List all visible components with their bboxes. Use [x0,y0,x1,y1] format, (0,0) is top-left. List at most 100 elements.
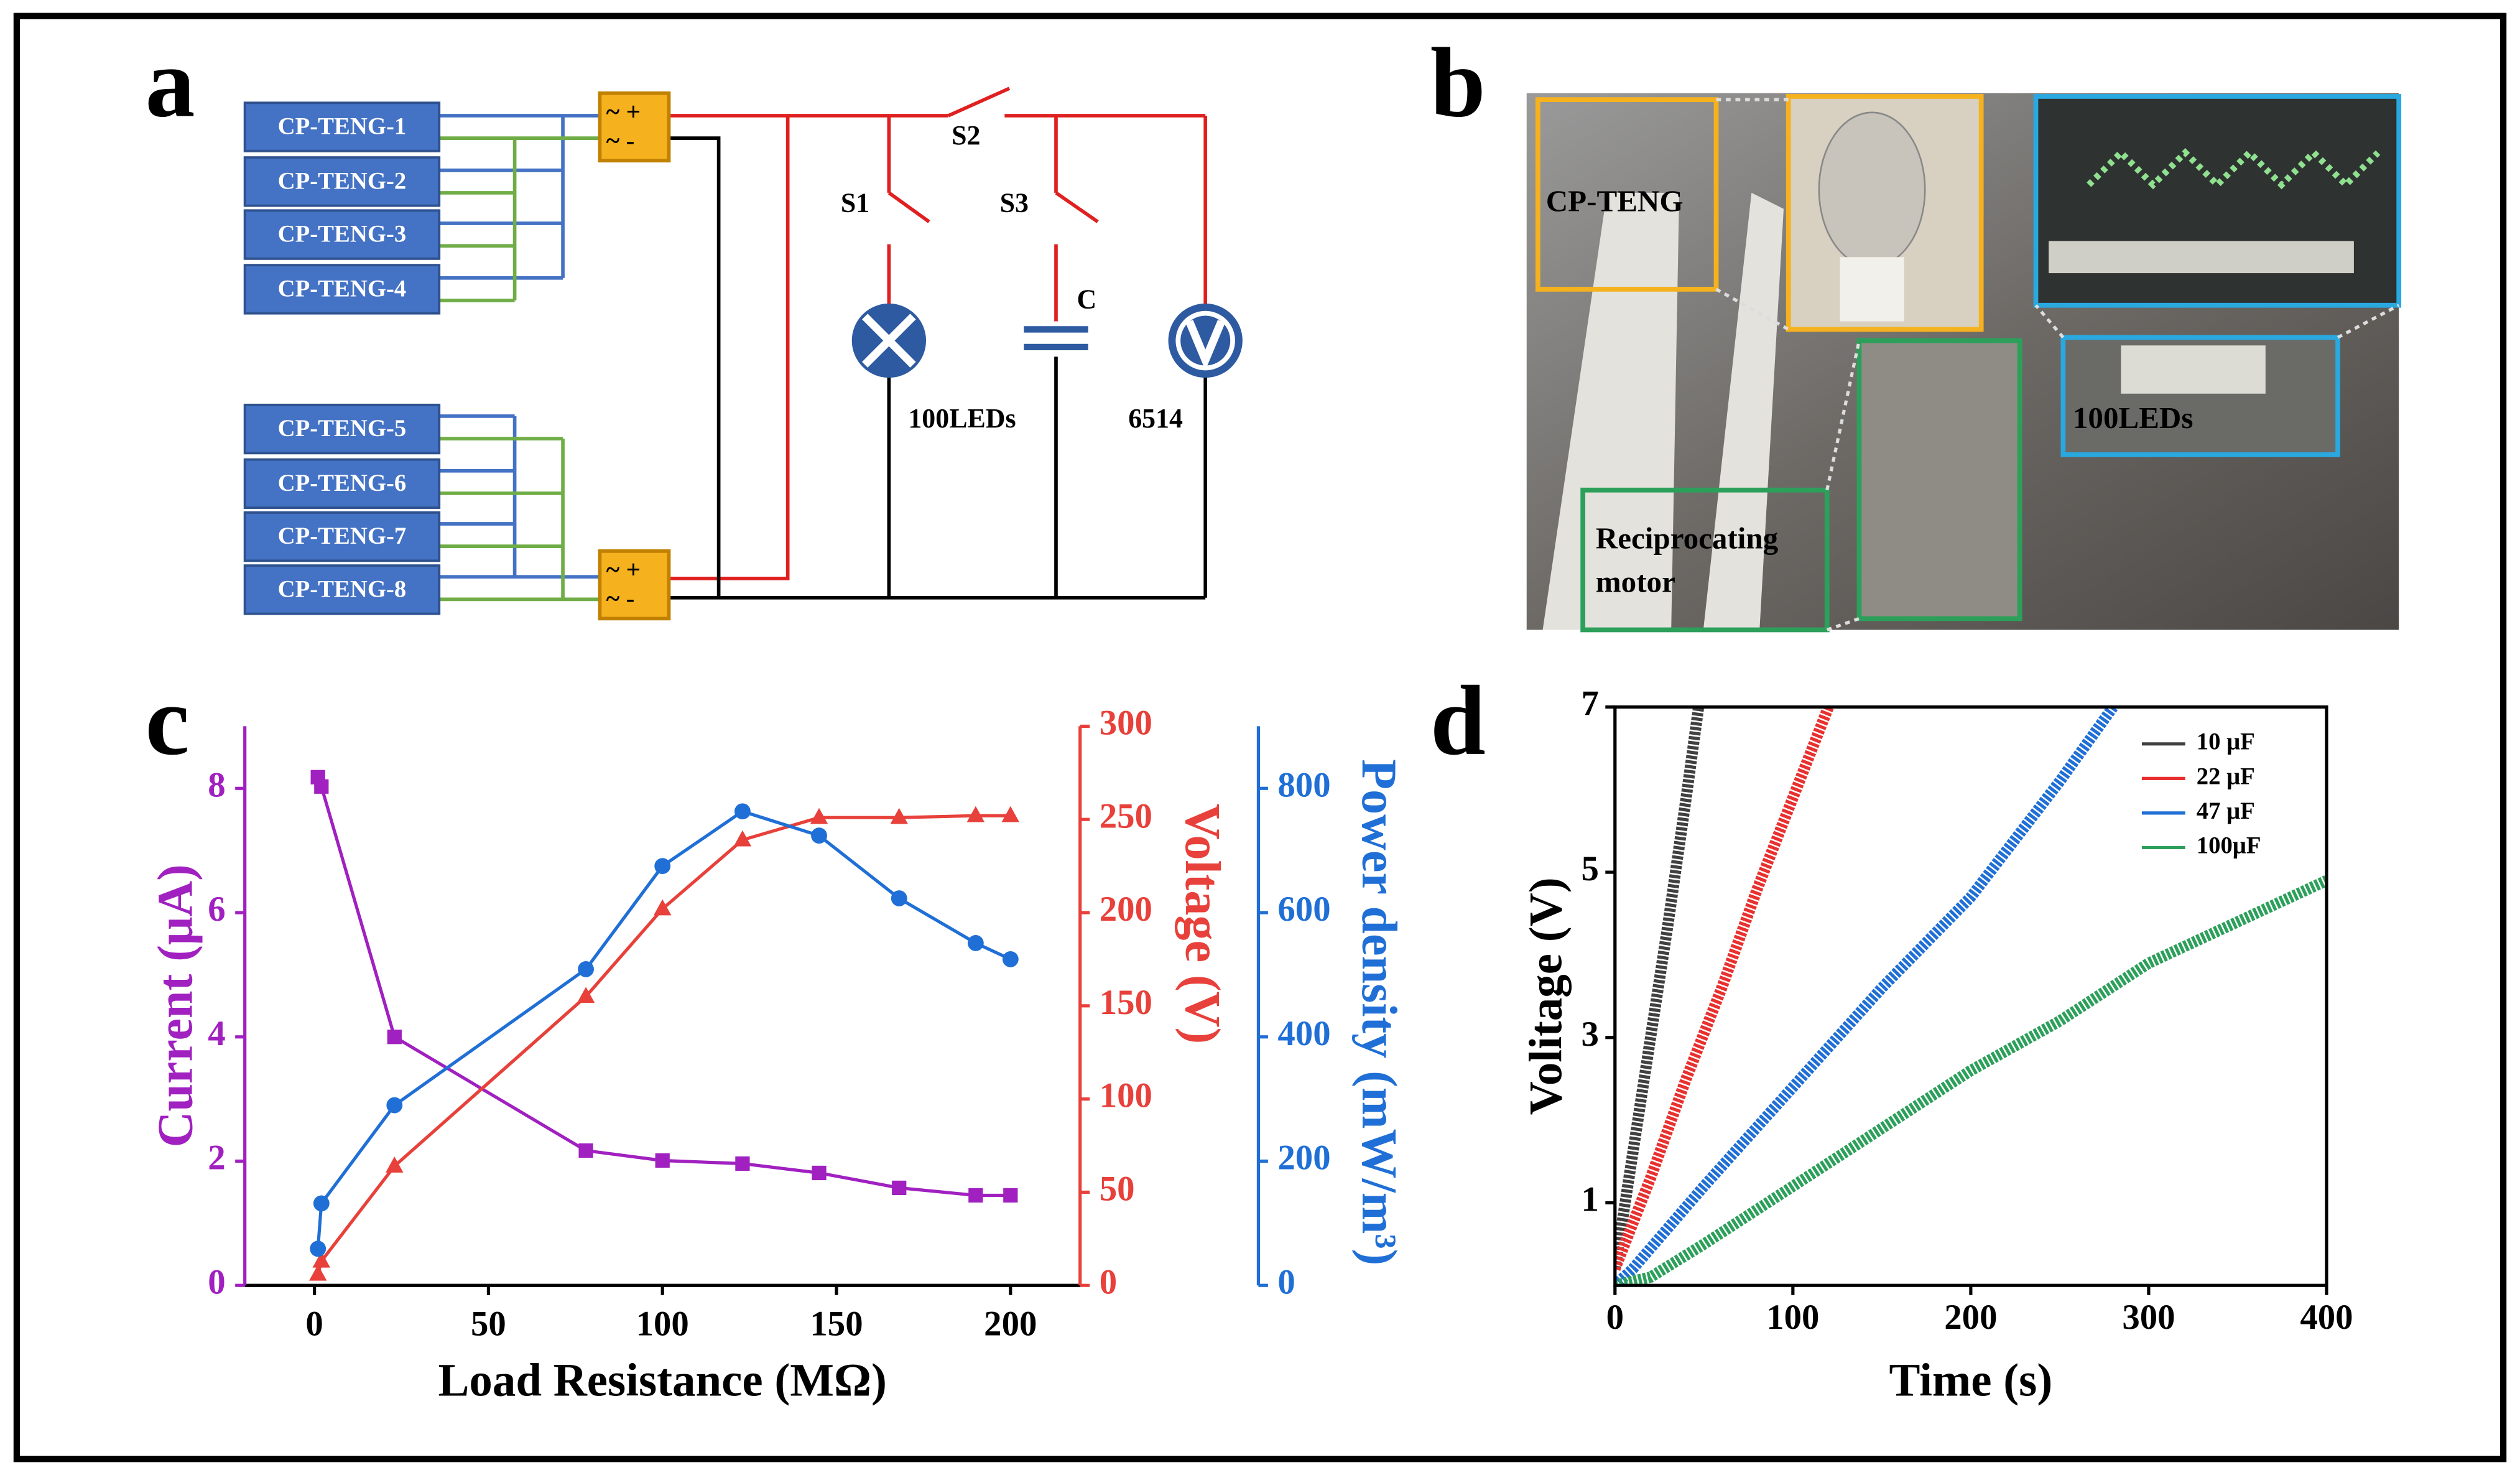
y-tick-label: 600 [1277,890,1330,929]
load-label: 6514 [1128,404,1183,434]
panel-label: d [1430,665,1486,776]
marker [578,1143,593,1158]
marker [386,1097,403,1114]
x-tick-label: 200 [1944,1298,1997,1337]
series-line [316,776,1011,1198]
series-line [1614,707,1705,1270]
y-tick-label: 6 [208,890,225,929]
y-axis-label: Current (μA) [149,864,203,1147]
rectifier-label: ~ + [606,97,641,126]
marker [733,830,752,847]
series-line [316,814,1011,1275]
marker [387,1030,402,1045]
switch-label: S2 [952,121,980,151]
marker [811,827,827,844]
teng-label: CP-TENG-1 [278,113,407,140]
x-tick-label: 100 [1766,1298,1819,1337]
x-axis-label: Time (s) [1889,1355,2052,1407]
y-axis-label: Volitage (V) [1521,877,1572,1115]
y-tick-label: 1 [1582,1180,1599,1219]
legend-label: 47 μF [2197,798,2255,824]
teng-label: CP-TENG-5 [278,415,407,442]
rectifier-label: ~ - [606,584,635,612]
teng-label: CP-TENG-8 [278,575,407,602]
y-tick-label: 400 [1277,1014,1330,1053]
teng-label: CP-TENG-3 [278,221,407,248]
photo-label: Reciprocating [1596,521,1779,556]
y-tick-label: 300 [1100,703,1152,742]
teng-box [243,209,441,260]
marker [312,1251,330,1268]
marker [310,1240,327,1257]
teng-box [243,101,441,152]
teng-box [243,564,441,615]
teng-box [243,156,441,207]
y-tick-label: 200 [1100,890,1152,929]
marker [810,807,828,824]
load-label: 100LEDs [908,404,1016,434]
marker [812,1165,827,1181]
marker [735,1156,750,1171]
legend-label: 100μF [2197,832,2261,858]
photo-label: motor [1596,564,1675,598]
teng-label: CP-TENG-4 [278,275,407,302]
y-tick-label: 150 [1100,983,1152,1022]
legend-label: 22 μF [2197,763,2255,789]
marker [892,1180,907,1196]
marker [890,807,908,824]
marker [966,806,985,822]
marker [313,1195,330,1212]
series-line [1614,707,1834,1271]
series-line [1614,875,2327,1286]
x-tick-label: 0 [305,1304,323,1343]
panel-label: c [146,665,190,776]
x-tick-label: 100 [636,1304,689,1343]
marker [654,858,671,875]
teng-label: CP-TENG-6 [278,470,407,496]
panel-label: a [146,27,195,138]
y-tick-label: 8 [208,765,225,804]
y-tick-label: 7 [1582,684,1599,723]
y-tick-label: 5 [1582,849,1599,888]
legend-label: 10 μF [2197,728,2255,755]
rectifier-label: ~ - [606,126,635,154]
marker [1001,806,1020,822]
x-tick-label: 150 [810,1304,863,1343]
marker [578,961,595,977]
x-tick-label: 300 [2122,1298,2175,1337]
marker [1003,1188,1018,1203]
teng-box [243,403,441,455]
y-tick-label: 200 [1277,1138,1330,1178]
y2-axis-label: Voltage (V) [1175,804,1230,1044]
marker [308,1264,327,1281]
marker [967,935,984,951]
marker [734,803,751,820]
switch-label: S1 [841,188,869,218]
marker [968,1188,983,1203]
capacitor-label: C [1077,285,1097,315]
x-tick-label: 200 [984,1304,1037,1343]
y-tick-label: 4 [208,1014,225,1053]
x-tick-label: 50 [471,1304,506,1343]
y-tick-label: 100 [1100,1076,1152,1115]
marker [1002,951,1019,967]
marker [314,779,329,794]
teng-box [243,264,441,315]
marker [655,1153,670,1168]
rectifier-label: ~ + [606,555,641,584]
marker [653,899,672,916]
y-tick-label: 0 [208,1262,225,1301]
y-tick-label: 800 [1277,765,1330,804]
y-tick-label: 2 [208,1138,225,1178]
x-tick-label: 0 [1606,1298,1624,1337]
y-tick-label: 250 [1100,796,1152,835]
marker [891,890,907,906]
circuit [439,86,1243,621]
x-axis-label: Load Resistance (MΩ) [438,1355,886,1407]
teng-box [243,511,441,562]
y-tick-label: 0 [1277,1262,1295,1301]
marker [386,1156,404,1173]
teng-box [243,458,441,510]
series-line [316,809,1011,1249]
